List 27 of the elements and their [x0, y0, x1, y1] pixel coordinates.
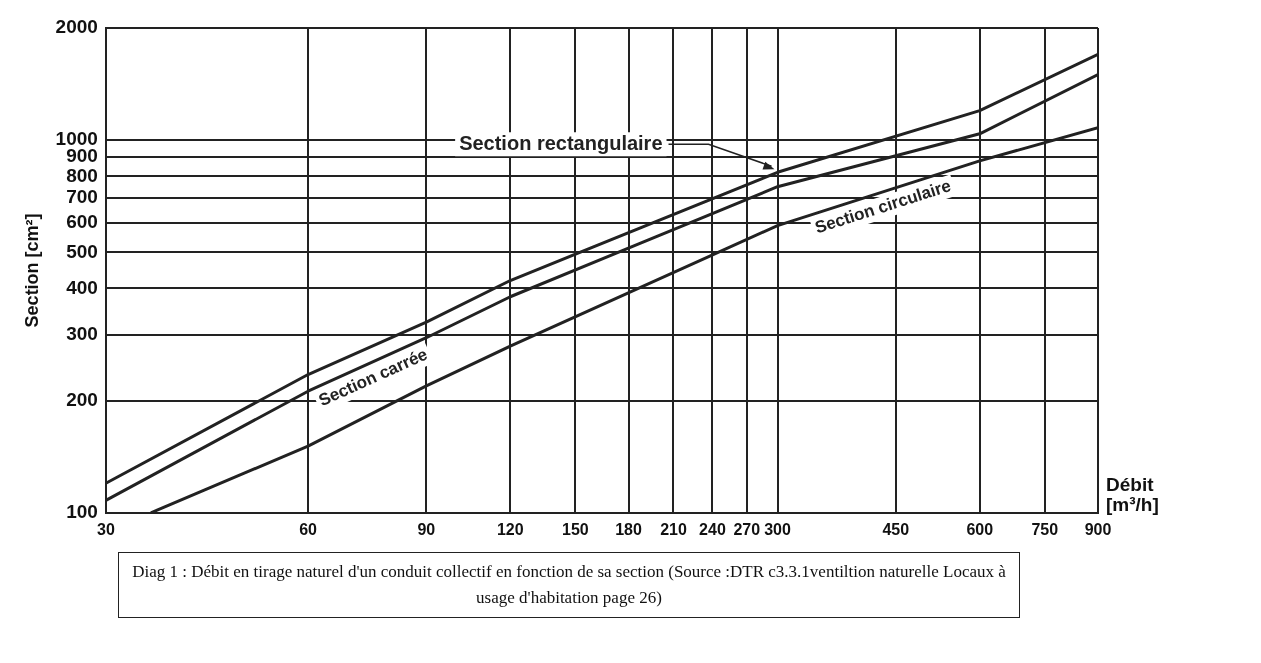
x-tick-label: 240 — [699, 520, 726, 538]
x-tick-label: 450 — [882, 520, 910, 538]
x-tick-label: 30 — [96, 520, 115, 538]
x-tick-label: 600 — [966, 520, 994, 538]
y-tick-label: 200 — [66, 388, 98, 410]
x-tick-label: 270 — [733, 520, 761, 538]
x-tick-label: 120 — [496, 520, 524, 538]
y-tick-label: 600 — [66, 211, 98, 233]
y-tick-label: 500 — [66, 240, 98, 262]
text: Diag 1 : Débit en tirage naturel d'un conduit collectif en fonction de sa section (Source :DTR c3.3.1ventiltion naturelle Locaux à usage d'habitation page 26) — [118, 552, 1020, 618]
x-tick-label: 210 — [660, 520, 687, 538]
x-tick-label: 300 — [764, 520, 791, 538]
x-axis-title: Débit [m³/h] — [1106, 473, 1159, 515]
x-tick-label: 60 — [299, 520, 318, 538]
y-tick-label: 100 — [66, 501, 98, 523]
x-tick-label: 90 — [417, 520, 436, 538]
y-tick-label: 800 — [66, 164, 98, 186]
y-axis-title: Section [cm²] — [21, 213, 42, 328]
x-tick-label: 180 — [615, 520, 642, 538]
x-tick-label: 150 — [561, 520, 589, 538]
x-tick-label: 900 — [1084, 520, 1112, 538]
y-tick-label: 2000 — [55, 16, 98, 38]
y-tick-label: 300 — [66, 323, 98, 345]
x-tick-label: 750 — [1031, 520, 1059, 538]
text: Section rectangulaire — [459, 132, 663, 155]
y-tick-label: 700 — [66, 186, 98, 208]
y-tick-label: 400 — [66, 276, 98, 298]
